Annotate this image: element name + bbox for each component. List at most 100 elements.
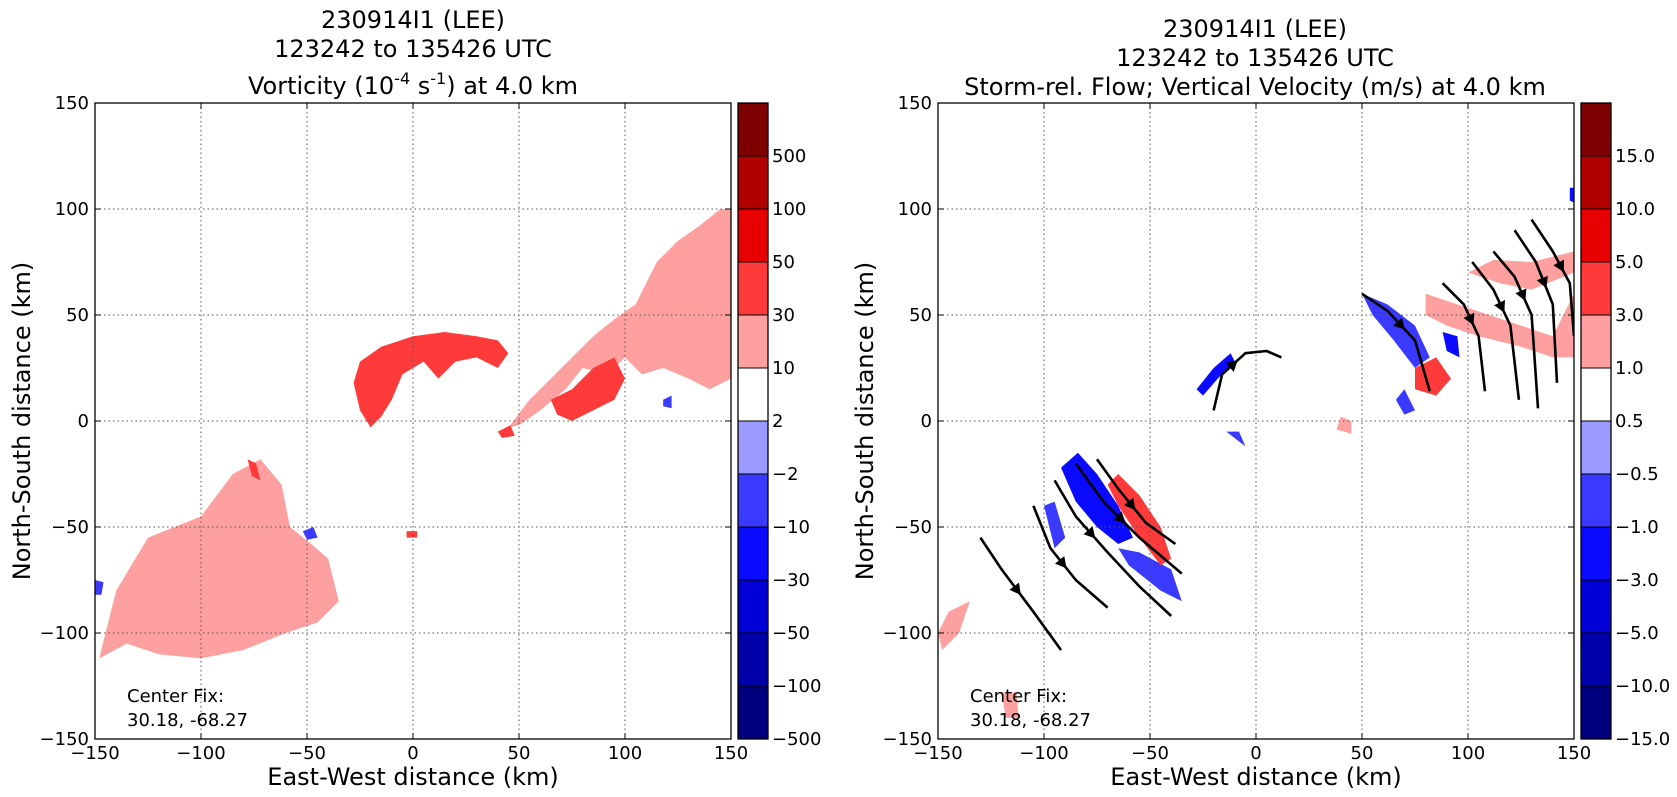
colorbar-frame [1580,102,1612,740]
velocity-ticks: −150 −100 −50 0 50 100 150 −150 −100 −50 0 50 100 150 [883,93,1592,764]
velocity-panel: 230914I1 (LEE) 123242 to 135426 UTC Stor… [851,15,1670,791]
flow-streamlines [979,218,1574,651]
velocity-center-fix-label: Center Fix: [970,686,1067,707]
y-tick-label: −150 [883,729,932,750]
field-region-3 [1196,353,1235,396]
streamline-arrowhead [1393,317,1405,330]
colorbar-swatch [1580,526,1612,581]
y-tick-label: 50 [66,305,89,326]
colorbar-swatch [1580,473,1612,528]
field-region-4 [247,459,261,481]
x-tick-label: 150 [714,743,748,764]
colorbar-swatch [737,102,769,157]
field-region-7 [1395,389,1415,415]
colorbar-label: −30 [772,570,810,591]
colorbar-label: −500 [772,729,821,750]
streamline-arrowhead [1515,288,1527,301]
x-tick-label: 100 [608,743,642,764]
field-region-7 [302,527,318,540]
vorticity-title-line-3: Vorticity (10-4 s-1) at 4.0 km [248,69,578,100]
field-region-4 [1226,431,1246,447]
y-tick-label: 100 [55,199,89,220]
colorbar-label: 10.0 [1615,199,1655,220]
streamline-arrowhead [1494,300,1505,313]
field-region-2 [353,332,509,428]
y-tick-label: 50 [909,305,932,326]
vorticity-title-line-1: 230914I1 (LEE) [321,6,505,34]
colorbar-swatch [1580,685,1612,740]
streamline-2 [1053,479,1173,617]
velocity-title-line-3: Storm-rel. Flow; Vertical Velocity (m/s)… [964,73,1546,101]
field-region-8 [1569,187,1574,203]
colorbar-swatch [737,579,769,634]
colorbar-swatch [1580,155,1612,210]
field-region-15 [1336,416,1352,434]
field-region-3 [550,357,625,421]
colorbar-label: 500 [772,146,806,167]
colorbar-frame [737,102,769,740]
colorbar-label: 10 [772,358,795,379]
field-region-0 [99,459,339,659]
x-tick-label: −50 [288,743,326,764]
streamline-arrowhead [1123,497,1136,511]
streamline-arrowhead [1083,526,1096,539]
colorbar-label: −3.0 [1615,570,1659,591]
streamline-arrowhead [1553,259,1564,273]
colorbar-swatch [1580,632,1612,687]
velocity-colorbar: −15.0 −10.0 −5.0 −3.0 −1.0 −0.5 0.5 1.0 3.0 5.0 10… [1580,102,1670,750]
vorticity-center-fix-label: Center Fix: [127,686,224,707]
y-tick-label: −50 [894,517,932,538]
colorbar-swatch [737,526,769,581]
y-tick-label: −100 [40,623,89,644]
x-tick-label: −100 [1019,743,1068,764]
streamline-arrowhead [1225,360,1238,372]
colorbar-swatch [737,685,769,740]
x-tick-label: −100 [176,743,225,764]
colorbar-label: −1.0 [1615,517,1659,538]
field-region-1 [1044,501,1066,549]
vorticity-title-line-2: 123242 to 135426 UTC [274,35,552,63]
colorbar-label: −10.0 [1615,676,1670,697]
colorbar-swatch [737,314,769,369]
y-tick-label: −50 [51,517,89,538]
colorbar-label: −100 [772,676,821,697]
field-region-16 [1001,692,1019,718]
colorbar-label: 15.0 [1615,146,1655,167]
colorbar-swatch [737,632,769,687]
colorbar-label: 0.5 [1615,411,1644,432]
velocity-center-fix-value: 30.18, -68.27 [970,710,1091,731]
streamline-arrowhead [1463,312,1475,326]
colorbar-swatch [1580,208,1612,263]
field-region-2 [1118,548,1182,602]
colorbar-swatch [737,473,769,528]
colorbar-label: 3.0 [1615,305,1644,326]
colorbar-label: −50 [772,623,810,644]
colorbar-swatch [1580,367,1612,422]
field-region-9 [95,580,104,595]
field-region-17 [1298,332,1362,358]
colorbar-swatch [1580,102,1612,157]
streamline-arrowhead [1009,582,1021,595]
y-tick-label: 0 [921,411,932,432]
streamline-arrowhead [1113,511,1126,524]
colorbar-swatch [1580,261,1612,316]
vorticity-x-axis-label: East-West distance (km) [267,763,558,791]
velocity-field [938,187,1574,718]
streamline-arrowhead [1536,275,1548,289]
velocity-grid [938,103,1574,739]
colorbar-swatch [1580,579,1612,634]
colorbar-swatch [737,155,769,210]
field-region-1 [508,209,731,428]
x-tick-label: −150 [70,743,119,764]
field-region-8 [663,395,672,409]
y-tick-label: −150 [40,729,89,750]
velocity-title-line-2: 123242 to 135426 UTC [1116,44,1394,72]
x-tick-label: 50 [508,743,531,764]
vorticity-colorbar: −500 −100 −50 −30 −10 −2 2 10 30 50 100 500 [737,102,821,750]
field-region-5 [406,531,418,538]
x-tick-label: 100 [1451,743,1485,764]
velocity-x-axis-label: East-West distance (km) [1110,763,1401,791]
y-tick-label: 150 [898,93,932,114]
y-tick-label: 100 [898,199,932,220]
